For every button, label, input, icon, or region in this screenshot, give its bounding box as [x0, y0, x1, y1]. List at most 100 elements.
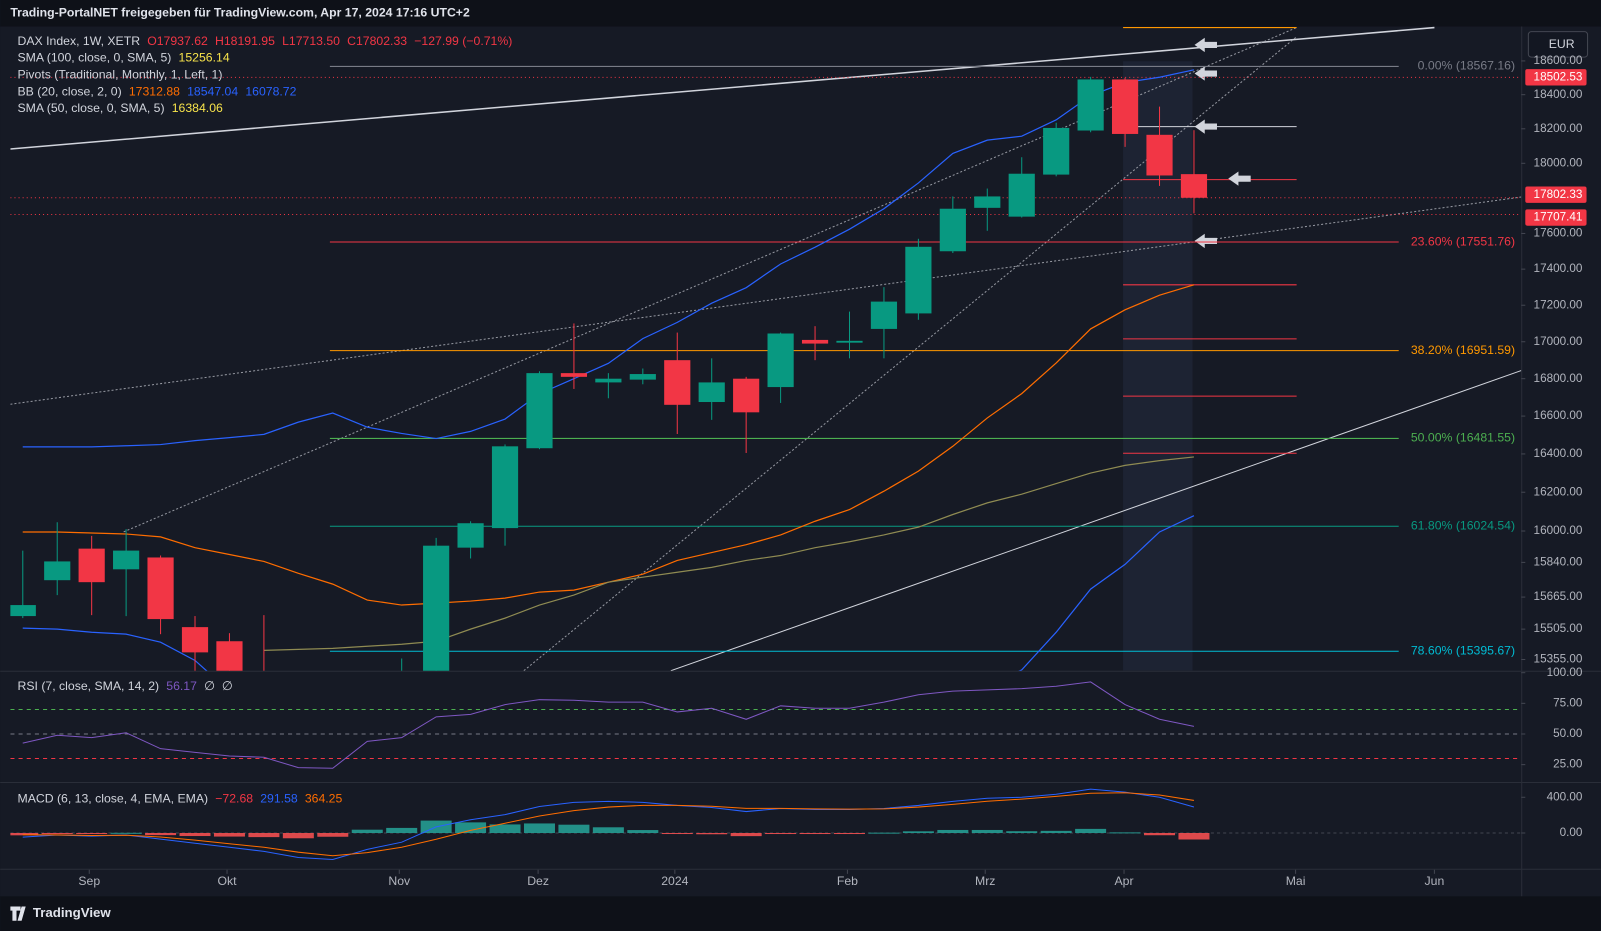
footer-bar — [0, 896, 1601, 931]
line — [22, 788, 1195, 861]
plot — [10, 681, 1522, 769]
price-tag-label: 18502.53 — [1534, 70, 1583, 83]
histogram-bar — [592, 827, 624, 833]
histogram-bar — [902, 831, 934, 833]
line — [22, 792, 1195, 857]
price-tag-label: 17707.41 — [1534, 211, 1583, 224]
fib-label: 38.20% (16951.59) — [1411, 343, 1515, 357]
y-tick-label: 0.00 — [1560, 826, 1583, 839]
histogram-bar — [213, 832, 245, 837]
histogram-bar — [661, 832, 693, 835]
fib-label: 78.60% (15395.67) — [1411, 643, 1515, 657]
y-tick-label: 16200.00 — [1534, 485, 1583, 498]
histogram-bar — [1040, 830, 1072, 833]
y-tick-label: 15840.00 — [1534, 555, 1583, 568]
legend-item: 18547.04 — [187, 85, 238, 99]
histogram-bar — [10, 832, 39, 836]
candle-body — [733, 378, 760, 413]
footer: TradingView — [33, 905, 112, 920]
histogram-bar — [282, 832, 314, 839]
legend-item: H18191.95 — [215, 34, 275, 48]
candle-body — [595, 378, 622, 383]
plot: 0.00% (18567.16) 23.60% (17551.76) 38.20% … — [10, 59, 1522, 671]
line — [22, 69, 1195, 448]
header: Trading-PortalNET freigegeben für Tradin… — [10, 6, 470, 20]
plot — [10, 788, 1522, 861]
candle-body — [147, 557, 174, 620]
legend-item: 16384.06 — [172, 101, 223, 115]
x-tick-label: Sep — [78, 874, 100, 888]
candle-body — [698, 382, 725, 403]
candle-body — [78, 548, 105, 583]
candle-body — [526, 373, 553, 449]
histogram-bar — [76, 832, 108, 835]
legend-item: 16078.72 — [245, 85, 296, 99]
y-tick-label: 18600.00 — [1534, 54, 1583, 67]
histogram-bar — [833, 832, 865, 835]
histogram-bar — [1144, 832, 1176, 836]
legend-item: 15256.14 — [179, 51, 230, 65]
candle-body — [870, 301, 898, 329]
candle-body — [10, 605, 36, 617]
legend-item: O17937.62 — [147, 34, 208, 48]
histogram-bar — [1006, 831, 1038, 833]
candle-body — [1008, 173, 1035, 217]
logo — [10, 906, 26, 921]
histogram-bar — [1109, 832, 1141, 834]
legend-row: Pivots (Traditional, Monthly, 1, Left, 1… — [18, 68, 223, 82]
x-tick-label: Mai — [1286, 874, 1306, 888]
price-tag-label: 17802.33 — [1534, 188, 1583, 201]
candle-body — [181, 627, 209, 653]
legend-item: DAX Index, 1W, XETR — [18, 34, 141, 48]
candle-body — [216, 641, 243, 671]
histogram-bar — [248, 832, 280, 838]
histogram-bar — [627, 830, 659, 833]
trend-line — [10, 26, 1435, 150]
y-tick-label: 18000.00 — [1534, 156, 1583, 169]
candle-body — [629, 374, 656, 380]
legend-item: L17713.50 — [282, 34, 340, 48]
y-tick-label: 16800.00 — [1534, 372, 1583, 385]
y-tick-label: 16400.00 — [1534, 447, 1583, 460]
candle-body — [664, 360, 691, 405]
histogram-bar — [145, 832, 177, 836]
histogram-bar — [317, 832, 349, 837]
x-tick-label: Mrz — [975, 874, 995, 888]
histogram-bar — [110, 832, 142, 834]
fib-label: 50.00% (16481.55) — [1411, 431, 1515, 445]
legend-item: C17802.33 — [347, 34, 407, 48]
price-tag — [1525, 209, 1587, 226]
legend-item: SMA (50, close, 0, SMA, 5) — [18, 101, 165, 115]
currency-box[interactable] — [1527, 31, 1589, 58]
x-tick-label: Apr — [1114, 874, 1133, 888]
trend-line — [670, 370, 1522, 671]
candle-body — [939, 208, 966, 252]
histogram-bar — [696, 832, 728, 835]
candle-body — [1180, 174, 1208, 198]
line — [263, 456, 1194, 651]
y-tick-label: 17000.00 — [1534, 335, 1583, 348]
histogram-bar — [351, 829, 383, 833]
legend-item: Pivots (Traditional, Monthly, 1, Left, 1… — [18, 68, 223, 82]
legend-row: BB (20, close, 2, 0) 17312.88 18547.04 1607… — [18, 85, 297, 99]
legend-item: ∅ — [222, 679, 233, 693]
x-tick-label: Feb — [837, 874, 858, 888]
y-tick-label: 17600.00 — [1534, 227, 1583, 240]
trend-line — [10, 196, 1522, 405]
y-tick-label: 15355.00 — [1534, 653, 1583, 666]
y-tick-label: 400.00 — [1547, 790, 1583, 803]
legend-item: RSI (7, close, SMA, 14, 2) — [18, 679, 160, 693]
y-tick-label: 25.00 — [1553, 758, 1583, 771]
candle-body — [560, 373, 588, 377]
legend-row: SMA (50, close, 0, SMA, 5) 16384.06 — [18, 101, 223, 115]
candle-body — [1043, 127, 1070, 175]
x-tick-label: Jun — [1425, 874, 1445, 888]
fib-label: 0.00% (18567.16) — [1418, 59, 1515, 73]
legend-item: −72.68 — [215, 792, 253, 806]
histogram-bar — [799, 832, 831, 835]
legend-item: ∅ — [204, 679, 215, 693]
price-tag — [1525, 69, 1587, 86]
